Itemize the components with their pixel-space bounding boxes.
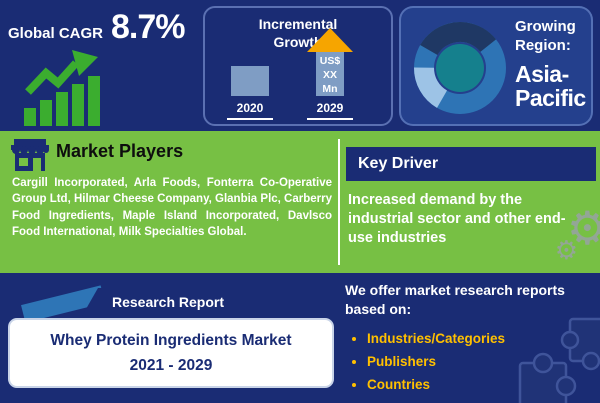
report-title-card: Whey Protein Ingredients Market 2021 - 2… bbox=[8, 318, 334, 388]
growing-region-panel: Growing Region: Asia-Pacific bbox=[399, 6, 593, 126]
cagr-stat: Global CAGR 8.7% bbox=[8, 8, 186, 47]
gear-icon: ⚙ bbox=[566, 202, 600, 254]
market-players-title: Market Players bbox=[56, 141, 184, 161]
key-driver-text: Increased demand by the industrial secto… bbox=[348, 192, 566, 247]
list-item: Industries/Categories bbox=[367, 331, 597, 346]
list-item: Countries bbox=[367, 377, 597, 392]
report-title: Whey Protein Ingredients Market bbox=[50, 332, 292, 349]
offer-section: We offer market research reports based o… bbox=[345, 281, 597, 400]
market-players-list: Cargill Incorporated, Arla Foods, Fonter… bbox=[12, 177, 332, 238]
ribbon-label: Research Report bbox=[111, 294, 225, 310]
arrow-shaft: US$ XX Mn bbox=[316, 52, 344, 96]
list-item: Publishers bbox=[367, 354, 597, 369]
market-players-band: Market Players Cargill Incorporated, Arl… bbox=[0, 131, 600, 273]
incremental-growth-panel: Incremental Growth US$ XX Mn 2020 2029 bbox=[203, 6, 393, 126]
value-amount: XX Mn bbox=[322, 69, 338, 96]
report-band: Research Report Whey Protein Ingredients… bbox=[0, 273, 600, 403]
region-value: Asia-Pacific bbox=[515, 60, 586, 112]
donut-chart-icon bbox=[414, 22, 506, 114]
report-years: 2021 - 2029 bbox=[129, 357, 213, 374]
region-text: Growing Region: Asia-Pacific bbox=[515, 18, 595, 111]
year-end-label: 2029 bbox=[307, 101, 353, 120]
key-driver-header: Key Driver bbox=[346, 147, 596, 181]
vertical-divider bbox=[338, 139, 340, 265]
cagr-value: 8.7% bbox=[111, 8, 185, 46]
growth-chart-icon bbox=[24, 50, 100, 126]
year-start-label: 2020 bbox=[227, 101, 273, 120]
arrow-head-icon bbox=[307, 28, 353, 52]
region-label: Growing Region: bbox=[515, 18, 576, 54]
key-driver-title: Key Driver bbox=[358, 155, 439, 172]
gear-icon: ⚙ bbox=[554, 235, 578, 265]
storefront-icon bbox=[11, 139, 49, 171]
growth-arrow-2029: US$ XX Mn bbox=[307, 28, 353, 96]
cagr-label: Global CAGR bbox=[8, 25, 104, 42]
puzzle-icon bbox=[518, 317, 600, 403]
offer-heading: We offer market research reports based o… bbox=[345, 282, 565, 317]
offer-list: Industries/Categories Publishers Countri… bbox=[345, 331, 597, 392]
research-report-ribbon: Research Report bbox=[82, 288, 254, 316]
top-stats-band: Global CAGR 8.7% Incremental Growth US$ … bbox=[0, 0, 600, 131]
bar-2020 bbox=[231, 66, 269, 96]
value-currency: US$ bbox=[319, 55, 341, 67]
